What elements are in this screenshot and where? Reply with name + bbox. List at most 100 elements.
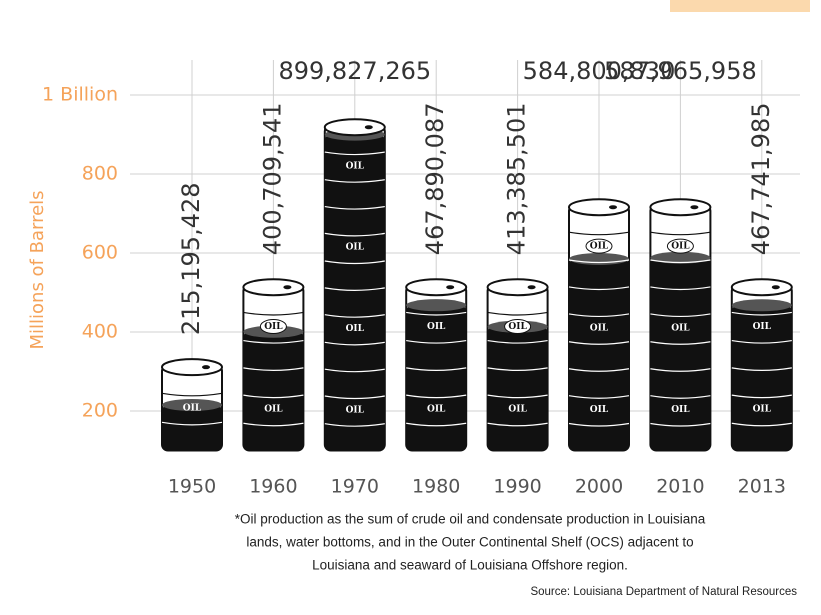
barrel-bung: [690, 205, 699, 210]
barrel-lid: [323, 118, 386, 137]
barrel-rib: [243, 422, 304, 427]
bar: [731, 305, 792, 451]
barrel-rib: [324, 368, 385, 373]
barrel-rib: [161, 392, 223, 397]
barrel-rib: [650, 313, 711, 318]
barrel-label: OIL: [346, 324, 365, 334]
x-tick-label: 1960: [249, 476, 297, 498]
barrel-rib: [324, 260, 385, 265]
barrel-rib: [406, 422, 467, 427]
barrel-rib: [650, 286, 711, 291]
bar: [243, 331, 304, 451]
bar: [487, 326, 548, 451]
value-label: 587,965,958: [604, 57, 757, 85]
oil-surface: [406, 299, 467, 312]
y-axis-label: Millions of Barrels: [27, 190, 48, 349]
barrel-label: OIL: [264, 322, 283, 332]
x-tick-label: 1970: [331, 476, 379, 498]
value-label: 467,741,985: [747, 103, 775, 256]
barrel-rib: [650, 422, 711, 427]
barrel-label: OIL: [508, 322, 527, 332]
barrel-rib: [650, 368, 711, 372]
value-label: 400,709,541: [258, 103, 286, 256]
barrel-label-bg: [666, 238, 694, 254]
barrel-rib: [243, 339, 304, 344]
barrel-bung: [527, 285, 536, 290]
footnote: Louisiana and seaward of Louisiana Offsh…: [312, 558, 628, 573]
barrel-lid: [242, 278, 305, 297]
barrel-label-bg: [504, 319, 532, 335]
x-tick-label: 1950: [168, 476, 216, 498]
y-tick-label: 1 Billion: [42, 84, 118, 106]
y-tick-label: 200: [82, 400, 118, 422]
barrel-rib: [487, 367, 548, 371]
barrel-rib: [324, 423, 385, 427]
bar: [569, 259, 629, 451]
barrel-bung: [364, 125, 373, 130]
barrel-lid: [649, 198, 712, 217]
barrel-rib: [243, 394, 304, 399]
barrel-label: OIL: [508, 405, 527, 415]
barrel-rib: [324, 151, 385, 156]
barrel-lid: [405, 278, 468, 297]
barrel-rib: [568, 395, 630, 399]
barrel-lid: [730, 278, 793, 297]
barrel-rib: [324, 314, 385, 318]
barrel-bung: [446, 285, 455, 290]
barrel-lid: [161, 358, 223, 377]
barrel-label: OIL: [346, 405, 365, 415]
barrel-rib: [406, 311, 467, 316]
barrel-rib: [487, 394, 548, 399]
footnote: lands, water bottoms, and in the Outer C…: [246, 535, 693, 550]
barrel-label: OIL: [590, 323, 609, 333]
value-label: 899,827,265: [278, 57, 431, 85]
barrel-label: OIL: [346, 243, 365, 253]
barrel-rib: [731, 367, 792, 371]
barrel-rib: [731, 422, 792, 427]
barrel-rib: [487, 311, 548, 316]
bar: [162, 404, 222, 451]
bar: [406, 305, 467, 451]
barrel-rib: [487, 339, 548, 344]
barrel-rib: [324, 287, 385, 291]
barrel-bung: [283, 285, 292, 290]
y-tick-label: 800: [82, 163, 118, 185]
barrel-rib: [406, 367, 467, 371]
barrel-rib: [568, 313, 630, 318]
barrel-lid: [486, 278, 549, 297]
barrel-rib: [650, 231, 711, 236]
barrel-rib: [568, 259, 630, 264]
barrel-lid: [568, 198, 630, 217]
barrel-rib: [324, 395, 385, 400]
oil-surface: [650, 251, 711, 264]
barrel-label: OIL: [590, 242, 609, 252]
barrel-rib: [161, 421, 223, 426]
barrel-rib: [406, 339, 467, 344]
barrel-label: OIL: [427, 322, 446, 332]
value-label: 215,195,428: [177, 182, 205, 335]
barrel-label: OIL: [264, 405, 283, 415]
barrel-label: OIL: [671, 242, 690, 252]
barrel-label-bg: [259, 319, 287, 335]
barrel-rib: [568, 231, 630, 236]
oil-surface: [162, 398, 222, 411]
barrel-rib: [324, 341, 385, 346]
barrel-label: OIL: [671, 405, 690, 415]
barrel-rib: [324, 232, 385, 237]
x-tick-label: 2010: [656, 476, 704, 498]
x-tick-label: 2013: [738, 476, 786, 498]
x-tick-label: 1990: [493, 476, 541, 498]
barrel-bung: [609, 205, 617, 210]
barrel-rib: [568, 341, 630, 345]
source: Source: Louisiana Department of Natural …: [530, 586, 797, 598]
barrel-label-bg: [585, 238, 613, 254]
barrel-rib: [406, 394, 467, 399]
barrel-rib: [568, 286, 630, 291]
barrel-rib: [243, 311, 304, 316]
bar: [650, 257, 711, 451]
barrel-rib: [650, 395, 711, 399]
value-label: 413,385,501: [503, 103, 531, 256]
value-label: 584,800,830: [523, 57, 676, 85]
barrel-rib: [731, 394, 792, 399]
barrel-rib: [324, 179, 385, 183]
